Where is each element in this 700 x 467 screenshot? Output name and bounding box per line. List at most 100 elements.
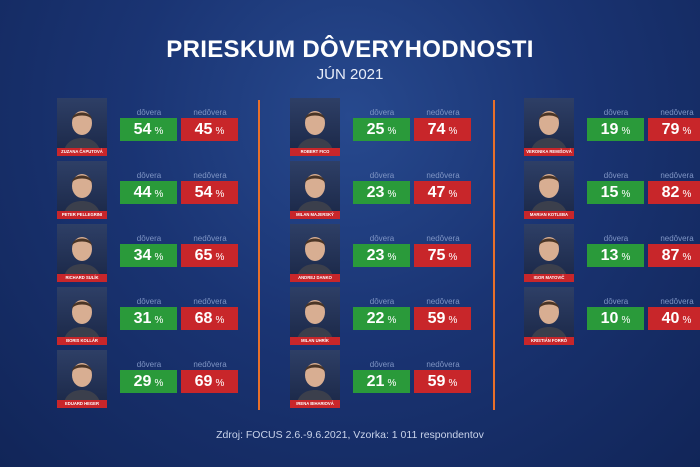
person-name: EDUARD HEGER <box>57 400 107 408</box>
trust-value-box: 44% <box>120 181 177 204</box>
person-photo <box>290 224 340 280</box>
person-name: PETER PELLEGRINI <box>57 211 107 219</box>
person-name: MARIAN KOTLEBA <box>524 211 574 219</box>
percent-sign: % <box>448 189 458 200</box>
distrust-value: 40 <box>661 310 680 327</box>
distrust-value: 82 <box>661 184 680 201</box>
distrust-label: nedôvera <box>426 108 460 117</box>
trust-label: dôvera <box>136 108 162 117</box>
trust-label: dôvera <box>603 108 629 117</box>
percent-sign: % <box>215 189 225 200</box>
trust-value-box: 15% <box>587 181 644 204</box>
source-note: Zdroj: FOCUS 2.6.-9.6.2021, Vzorka: 1 01… <box>216 429 484 441</box>
distrust-value-box: 79% <box>648 118 700 141</box>
percent-sign: % <box>387 378 397 389</box>
percent-sign: % <box>215 252 225 263</box>
person-photo <box>524 161 574 217</box>
trust-value-box: 10% <box>587 307 644 330</box>
trust-value: 13 <box>600 247 619 264</box>
trust-value: 54 <box>133 121 152 138</box>
trust-value: 25 <box>366 121 385 138</box>
distrust-value-box: 59% <box>414 307 471 330</box>
person-name: RICHARD SULÍK <box>57 274 107 282</box>
person-name: IRENA BIHARIOVÁ <box>290 400 340 408</box>
percent-sign: % <box>154 252 164 263</box>
person-photo <box>524 287 574 343</box>
person-photo <box>290 98 340 154</box>
person-photo <box>57 161 107 217</box>
distrust-label: nedôvera <box>426 171 460 180</box>
person-photo <box>57 224 107 280</box>
distrust-value-box: 74% <box>414 118 471 141</box>
distrust-value: 69 <box>194 373 213 390</box>
distrust-value-box: 69% <box>181 370 238 393</box>
distrust-value: 79 <box>661 121 680 138</box>
distrust-label: nedôvera <box>193 360 227 369</box>
percent-sign: % <box>621 315 631 326</box>
person-photo <box>57 287 107 343</box>
trust-value: 31 <box>133 310 152 327</box>
distrust-value: 65 <box>194 247 213 264</box>
distrust-label: nedôvera <box>660 171 694 180</box>
person-name: ROBERT FICO <box>290 148 340 156</box>
distrust-label: nedôvera <box>193 297 227 306</box>
distrust-value: 59 <box>427 373 446 390</box>
percent-sign: % <box>154 378 164 389</box>
person-photo <box>524 98 574 154</box>
percent-sign: % <box>621 126 631 137</box>
percent-sign: % <box>621 189 631 200</box>
trust-value: 34 <box>133 247 152 264</box>
distrust-value-box: 47% <box>414 181 471 204</box>
trust-value: 23 <box>366 184 385 201</box>
percent-sign: % <box>215 378 225 389</box>
distrust-label: nedôvera <box>660 108 694 117</box>
trust-value: 21 <box>366 373 385 390</box>
column-divider-2 <box>493 100 495 410</box>
percent-sign: % <box>387 252 397 263</box>
trust-value-box: 23% <box>353 244 410 267</box>
trust-label: dôvera <box>369 171 395 180</box>
page-subtitle: JÚN 2021 <box>316 66 384 83</box>
distrust-label: nedôvera <box>426 297 460 306</box>
trust-label: dôvera <box>136 234 162 243</box>
person-name: BORIS KOLLÁR <box>57 337 107 345</box>
trust-value: 22 <box>366 310 385 327</box>
trust-label: dôvera <box>369 234 395 243</box>
person-name: MILAN UHRÍK <box>290 337 340 345</box>
percent-sign: % <box>682 315 692 326</box>
distrust-value-box: 82% <box>648 181 700 204</box>
percent-sign: % <box>154 315 164 326</box>
distrust-value: 87 <box>661 247 680 264</box>
person-name: ANDREJ DANKO <box>290 274 340 282</box>
percent-sign: % <box>682 126 692 137</box>
trust-value: 44 <box>133 184 152 201</box>
trust-value-box: 13% <box>587 244 644 267</box>
percent-sign: % <box>682 252 692 263</box>
trust-value: 29 <box>133 373 152 390</box>
percent-sign: % <box>387 126 397 137</box>
distrust-label: nedôvera <box>193 171 227 180</box>
percent-sign: % <box>448 126 458 137</box>
distrust-label: nedôvera <box>193 234 227 243</box>
distrust-value: 75 <box>427 247 446 264</box>
person-photo <box>290 350 340 406</box>
distrust-value: 68 <box>194 310 213 327</box>
percent-sign: % <box>215 126 225 137</box>
distrust-value-box: 59% <box>414 370 471 393</box>
distrust-value-box: 75% <box>414 244 471 267</box>
percent-sign: % <box>448 378 458 389</box>
trust-value-box: 19% <box>587 118 644 141</box>
distrust-value: 59 <box>427 310 446 327</box>
trust-value: 10 <box>600 310 619 327</box>
percent-sign: % <box>387 189 397 200</box>
distrust-value-box: 54% <box>181 181 238 204</box>
percent-sign: % <box>215 315 225 326</box>
person-photo <box>524 224 574 280</box>
trust-value-box: 34% <box>120 244 177 267</box>
person-name: MILAN MAJERSKÝ <box>290 211 340 219</box>
trust-label: dôvera <box>369 360 395 369</box>
distrust-value: 47 <box>427 184 446 201</box>
trust-label: dôvera <box>369 108 395 117</box>
trust-label: dôvera <box>603 297 629 306</box>
percent-sign: % <box>621 252 631 263</box>
